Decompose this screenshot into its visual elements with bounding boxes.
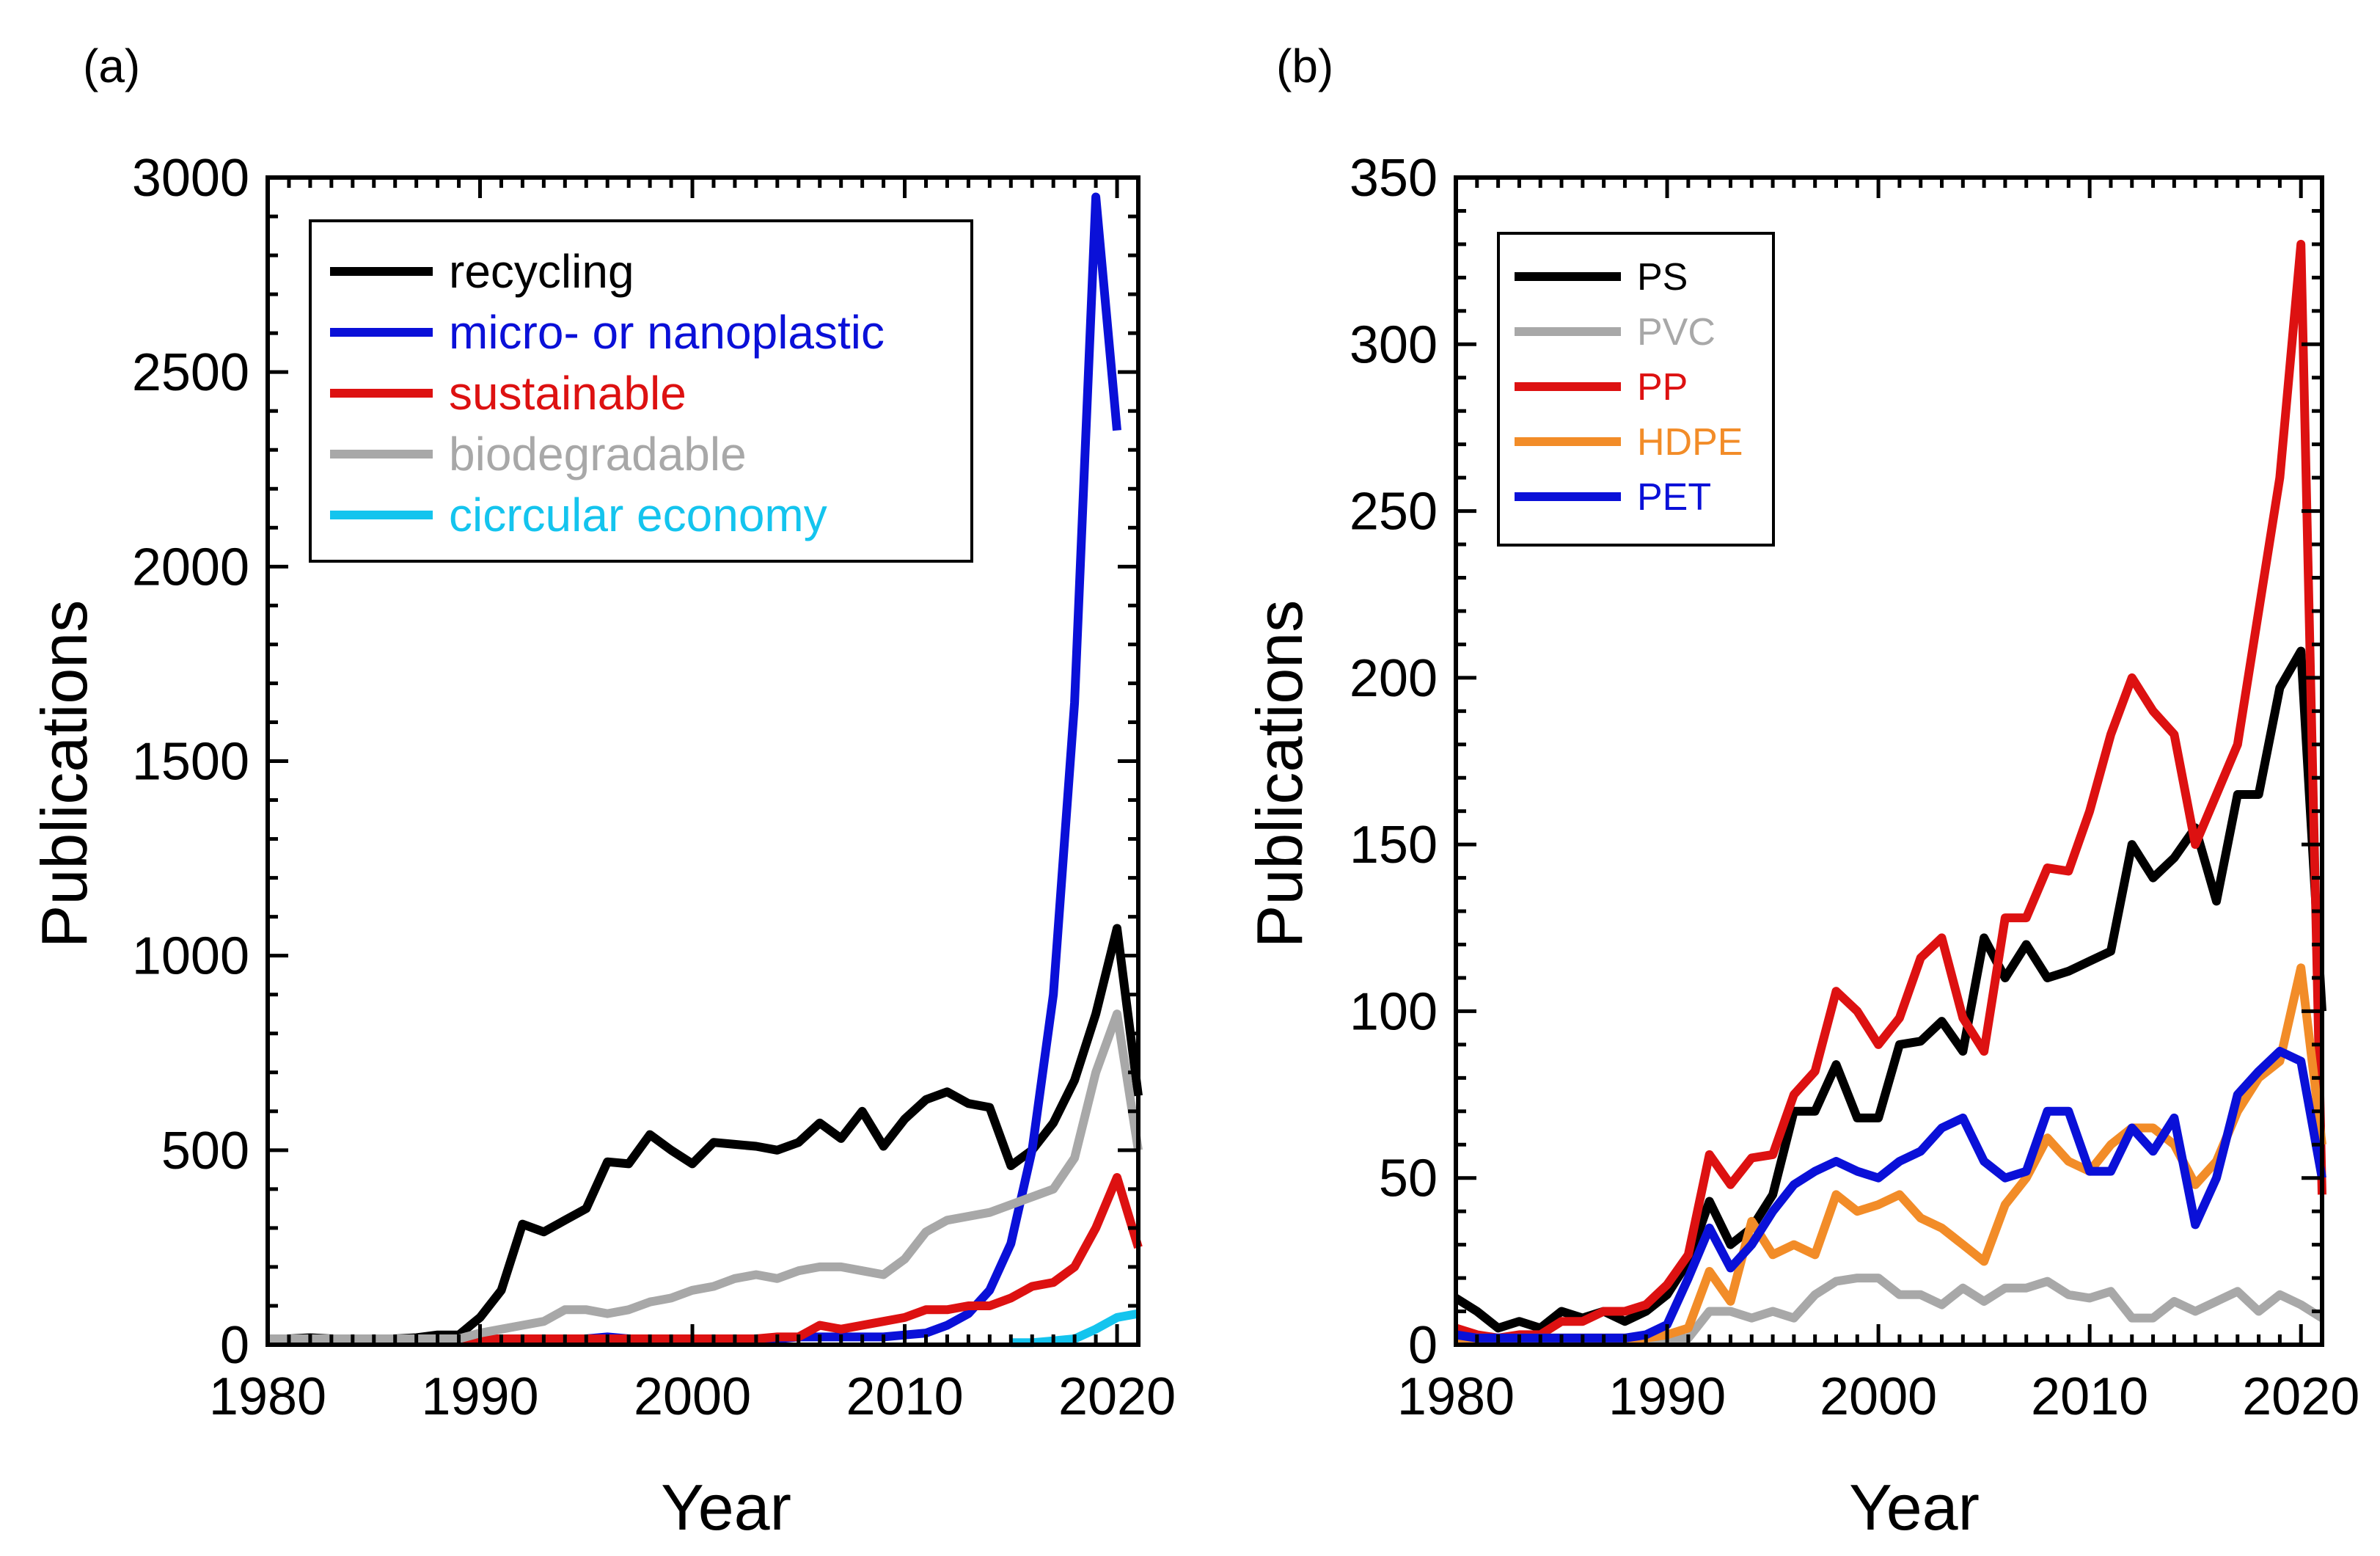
y-tick-label-a: 2000 — [132, 538, 249, 596]
panel-label-a: (a) — [83, 40, 140, 92]
x-axis-title-b: Year — [1849, 1471, 1980, 1544]
legend-label-a-3: biodegradable — [449, 428, 747, 481]
legend-label-b-1: PVC — [1637, 311, 1716, 354]
x-tick-label-b: 1990 — [1608, 1367, 1726, 1426]
x-tick-label-a: 1980 — [209, 1367, 326, 1426]
legend-label-a-2: sustainable — [449, 367, 686, 420]
x-tick-label-a: 2000 — [634, 1367, 751, 1426]
y-tick-label-b: 200 — [1350, 649, 1438, 708]
y-axis-title-a: Publications — [28, 600, 100, 949]
y-tick-label-a: 3000 — [132, 149, 249, 208]
legend-label-b-2: PP — [1637, 366, 1688, 409]
plot-frame-b — [1454, 175, 2324, 1347]
y-tick-label-b: 100 — [1350, 982, 1438, 1041]
y-tick-label-a: 500 — [161, 1122, 249, 1180]
legend-label-b-0: PS — [1637, 256, 1688, 299]
series-line-b-2 — [1454, 239, 2326, 1343]
x-axis-title-a: Year — [661, 1471, 791, 1544]
x-tick-label-b: 2010 — [2031, 1367, 2148, 1426]
legend-label-a-0: recycling — [449, 245, 634, 298]
y-tick-label-b: 0 — [1408, 1316, 1438, 1375]
panel-b: (b) 1980 1990 2000 2010 2020 0 50 100 150 200 250 3… — [1243, 40, 2359, 1544]
y-tick-label-a: 2500 — [132, 343, 249, 402]
y-tick-label-b: 350 — [1350, 149, 1438, 208]
y-tick-label-a: 1500 — [132, 733, 249, 792]
y-tick-label-b: 250 — [1350, 483, 1438, 541]
legend-label-b-3: HDPE — [1637, 421, 1743, 464]
y-tick-label-b: 50 — [1379, 1150, 1438, 1208]
y-tick-label-b: 150 — [1350, 816, 1438, 874]
y-axis-title-b: Publications — [1243, 600, 1316, 949]
series-line-a-0 — [268, 924, 1143, 1343]
y-tick-label-a: 1000 — [132, 927, 249, 986]
y-tick-label-a: 0 — [220, 1316, 249, 1375]
panel-label-b: (b) — [1276, 40, 1333, 92]
panel-a: (a) 1980 1990 2000 2010 2020 0 500 1000 1500 2000… — [28, 40, 1176, 1544]
x-tick-label-b: 2020 — [2242, 1367, 2359, 1426]
x-tick-label-b: 2000 — [1820, 1367, 1937, 1426]
x-tick-label-a: 2020 — [1058, 1367, 1176, 1426]
series-line-b-1 — [1456, 1274, 2325, 1343]
y-tick-label-b: 300 — [1350, 315, 1438, 374]
x-tick-label-a: 2010 — [846, 1367, 963, 1426]
x-tick-label-a: 1990 — [421, 1367, 538, 1426]
series-line-a-3 — [268, 1009, 1143, 1343]
x-tick-label-b: 1980 — [1397, 1367, 1515, 1426]
legend-label-a-4: cicrcular economy — [449, 489, 827, 541]
series-line-b-4 — [1455, 1047, 2326, 1343]
legend-label-a-1: micro- or nanoplastic — [449, 306, 885, 359]
legend-label-b-4: PET — [1637, 476, 1711, 519]
